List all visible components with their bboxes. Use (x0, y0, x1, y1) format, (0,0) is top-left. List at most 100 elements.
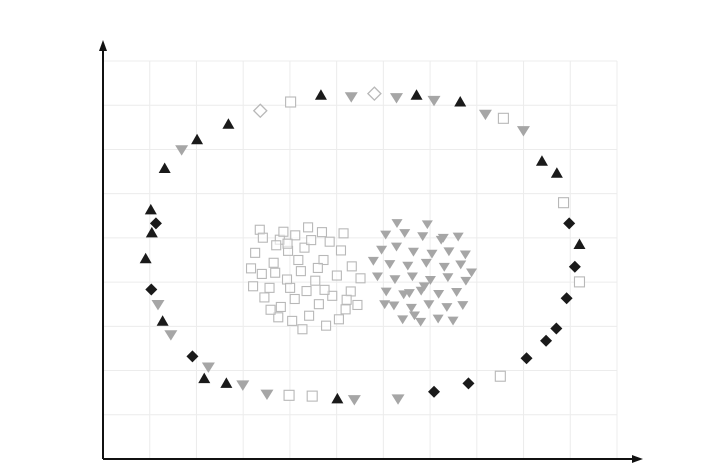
diamond-marker (428, 385, 441, 398)
open-square-marker (319, 284, 330, 295)
open-square-marker (345, 286, 356, 297)
open-square-marker (268, 257, 279, 268)
triangle-down-marker (389, 275, 401, 285)
triangle-down-marker (390, 242, 403, 252)
triangle-down-marker (399, 229, 411, 238)
triangle-down-marker (420, 258, 432, 268)
triangle-down-marker (405, 303, 417, 313)
open-square-marker (303, 222, 314, 233)
triangle-down-marker (433, 289, 445, 299)
open-square-marker (285, 282, 296, 293)
triangle-down-marker (516, 126, 530, 137)
open-square-marker (250, 247, 261, 258)
triangle-up-marker (454, 95, 467, 107)
triangle-down-marker (175, 145, 189, 156)
grid (103, 60, 618, 459)
triangle-down-marker (408, 311, 421, 321)
open-square-marker (331, 270, 342, 281)
triangle-down-marker (442, 273, 454, 283)
diamond-marker (568, 260, 581, 273)
triangle-down-marker (344, 92, 358, 103)
triangle-down-marker (407, 247, 419, 257)
diamond-marker (540, 334, 553, 347)
triangle-down-marker (371, 272, 384, 282)
triangle-down-marker (417, 232, 429, 242)
open-square-marker (340, 304, 351, 315)
open-square-marker (248, 281, 259, 292)
open-square-marker (494, 370, 506, 382)
diamond-marker (145, 283, 158, 296)
diamond-marker (462, 377, 475, 390)
diamond-marker (563, 217, 576, 230)
triangle-up-marker (198, 372, 211, 384)
triangle-down-marker (384, 260, 396, 269)
open-square-marker (341, 294, 352, 305)
diamond-marker (560, 292, 573, 305)
triangle-down-marker (406, 272, 418, 282)
open-square-marker (259, 292, 270, 303)
open-square-marker (289, 293, 300, 305)
open-square-marker (273, 312, 284, 323)
triangle-down-marker (421, 220, 433, 230)
open-square-marker (290, 230, 301, 241)
open-square-marker (355, 273, 366, 284)
triangle-down-marker (438, 262, 450, 272)
open-square-marker (264, 282, 275, 293)
triangle-down-marker (418, 282, 430, 292)
open-square-marker (497, 112, 509, 124)
triangle-down-marker (478, 109, 492, 121)
diamond-marker (186, 350, 199, 363)
triangle-down-marker (391, 394, 405, 405)
open-square-marker (271, 240, 282, 251)
triangle-up-marker (410, 89, 423, 100)
open-square-marker (257, 232, 268, 243)
triangle-up-marker (314, 89, 327, 100)
open-square-marker (293, 254, 304, 266)
open-diamond-marker (366, 86, 382, 102)
x-axis-arrow (632, 455, 643, 463)
y-axis-arrow (99, 40, 107, 51)
triangle-up-marker (144, 203, 157, 215)
triangle-down-marker (457, 301, 469, 310)
triangle-down-marker (459, 250, 471, 260)
triangle-down-marker (437, 233, 449, 243)
open-square-marker (333, 314, 344, 325)
open-square-marker (338, 228, 349, 239)
triangle-down-marker (455, 260, 467, 270)
triangle-down-marker (402, 261, 414, 271)
triangle-up-marker (191, 133, 204, 145)
triangle-down-marker (466, 268, 478, 278)
triangle-down-marker (432, 314, 444, 324)
data-points (139, 86, 586, 406)
triangle-up-marker (222, 118, 235, 129)
open-diamond-marker (252, 103, 268, 119)
open-square-marker (335, 245, 347, 256)
open-square-marker (285, 96, 297, 108)
open-square-marker (573, 276, 586, 288)
open-square-marker (557, 197, 570, 209)
triangle-down-marker (403, 289, 415, 299)
triangle-down-marker (388, 301, 400, 311)
triangle-up-marker (331, 392, 344, 404)
open-square-marker (313, 299, 324, 310)
triangle-down-marker (389, 93, 403, 104)
triangle-down-marker (391, 219, 403, 228)
triangle-down-marker (447, 316, 459, 326)
triangle-down-marker (397, 315, 409, 325)
open-square-marker (297, 324, 308, 335)
open-square-marker (245, 263, 257, 274)
triangle-down-marker (380, 230, 392, 240)
open-square-marker (283, 389, 295, 401)
open-square-marker (312, 262, 323, 274)
axes (99, 40, 643, 463)
open-square-marker (299, 242, 310, 253)
triangle-down-marker (443, 247, 455, 257)
triangle-down-marker (460, 276, 472, 286)
open-square-marker (265, 304, 276, 315)
triangle-down-marker (441, 303, 453, 312)
open-square-marker (282, 238, 293, 249)
triangle-down-marker (347, 395, 361, 406)
diamond-marker (550, 322, 563, 335)
triangle-down-marker (201, 362, 215, 373)
